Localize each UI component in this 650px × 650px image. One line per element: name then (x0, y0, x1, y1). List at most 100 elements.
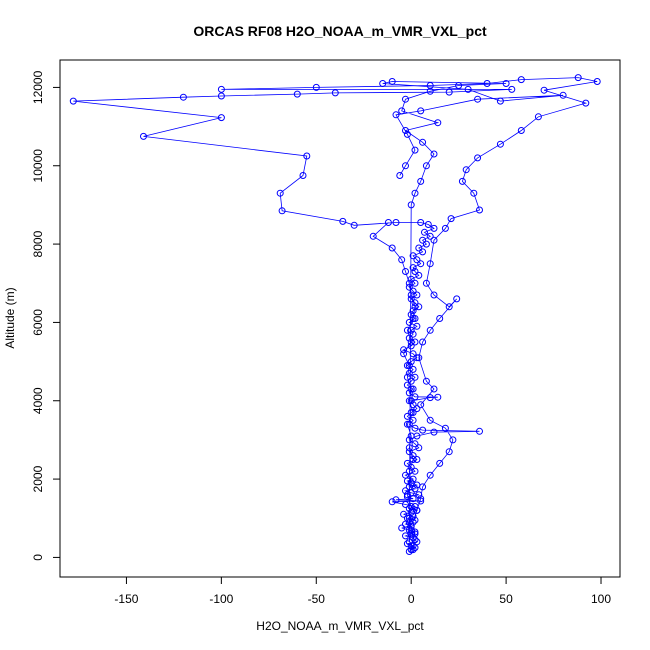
data-point (411, 503, 419, 510)
data-point (411, 393, 419, 401)
data-point (422, 377, 430, 385)
data-point (476, 427, 483, 435)
data-point (179, 93, 187, 101)
data-point (402, 95, 409, 103)
data-point (331, 89, 339, 97)
data-point (417, 495, 425, 503)
data-point (413, 456, 421, 463)
x-tick-label: 50 (499, 592, 513, 606)
data-point (476, 206, 483, 214)
data-point (407, 526, 415, 534)
data-point (405, 362, 413, 369)
x-axis: -150 -100 -50 0 50 100 (114, 577, 611, 606)
data-point (409, 307, 417, 315)
plot-frame (59, 59, 621, 578)
data-point (411, 303, 419, 311)
data-point (419, 236, 427, 244)
data-point (407, 201, 415, 209)
data-point (441, 424, 449, 432)
data-point (405, 444, 413, 452)
data-point (339, 217, 347, 225)
data-point (430, 236, 438, 244)
data-point (405, 514, 413, 522)
data-point (407, 342, 415, 350)
data-point (434, 119, 442, 127)
data-point (447, 215, 455, 223)
data-point (402, 471, 409, 479)
data-point (426, 471, 434, 479)
data-point (411, 315, 419, 322)
data-point (417, 401, 425, 409)
data-point (474, 154, 482, 162)
data-point (350, 221, 358, 229)
data-point (445, 88, 453, 96)
data-point (419, 248, 427, 256)
data-point (407, 291, 415, 299)
data-point (405, 279, 413, 287)
data-point (517, 76, 525, 84)
y-tick-label: 6000 (31, 309, 45, 336)
data-point (445, 303, 453, 311)
data-point (409, 456, 417, 463)
data-point (413, 256, 421, 264)
data-point (407, 338, 415, 346)
data-point (422, 279, 430, 287)
data-point (417, 177, 425, 185)
data-point (430, 150, 438, 158)
data-point (415, 491, 423, 499)
data-point (413, 506, 421, 514)
data-point (464, 85, 472, 93)
data-point (415, 271, 423, 279)
data-point (421, 228, 428, 236)
data-point (407, 546, 415, 554)
y-axis-label: Altitude (m) (3, 287, 17, 348)
y-tick-label: 4000 (31, 387, 45, 414)
y-axis: 0 2000 4000 6000 8000 10000 12000 (31, 70, 60, 561)
data-point (426, 232, 434, 240)
y-tick-label: 10000 (31, 149, 45, 183)
data-point (409, 264, 417, 272)
series-line (372, 81, 564, 542)
data-point (403, 420, 411, 428)
data-point (430, 291, 438, 299)
data-point (411, 268, 419, 275)
data-point (402, 268, 409, 275)
data-point (407, 397, 415, 405)
data-point (407, 542, 415, 550)
data-point (424, 221, 432, 228)
data-point (436, 459, 444, 467)
data-point (453, 295, 461, 303)
data-point (299, 172, 307, 179)
data-point (217, 92, 225, 100)
data-point (407, 409, 415, 416)
data-point (278, 207, 286, 215)
y-tick-label: 2000 (31, 465, 45, 492)
data-point (508, 85, 516, 93)
data-point (69, 97, 77, 105)
data-point (402, 162, 409, 170)
data-point (409, 475, 417, 483)
data-point (434, 393, 442, 401)
data-point (426, 326, 434, 334)
data-point (411, 373, 419, 381)
data-point (417, 219, 425, 226)
data-point (430, 224, 438, 232)
data-point (403, 326, 411, 334)
data-point (403, 459, 411, 467)
y-tick-label: 12000 (31, 70, 45, 104)
data-point (462, 166, 470, 174)
data-point (407, 377, 415, 385)
data-point (398, 107, 406, 115)
data-point (426, 260, 434, 268)
data-point (407, 358, 415, 366)
data-point (409, 252, 417, 260)
data-point (422, 240, 430, 248)
data-point (403, 491, 411, 499)
data-point (419, 338, 427, 346)
data-point (413, 322, 421, 330)
data-point (293, 90, 301, 98)
data-point (388, 498, 396, 506)
data-point (458, 177, 466, 185)
data-point (398, 524, 406, 532)
data-point (388, 244, 396, 252)
